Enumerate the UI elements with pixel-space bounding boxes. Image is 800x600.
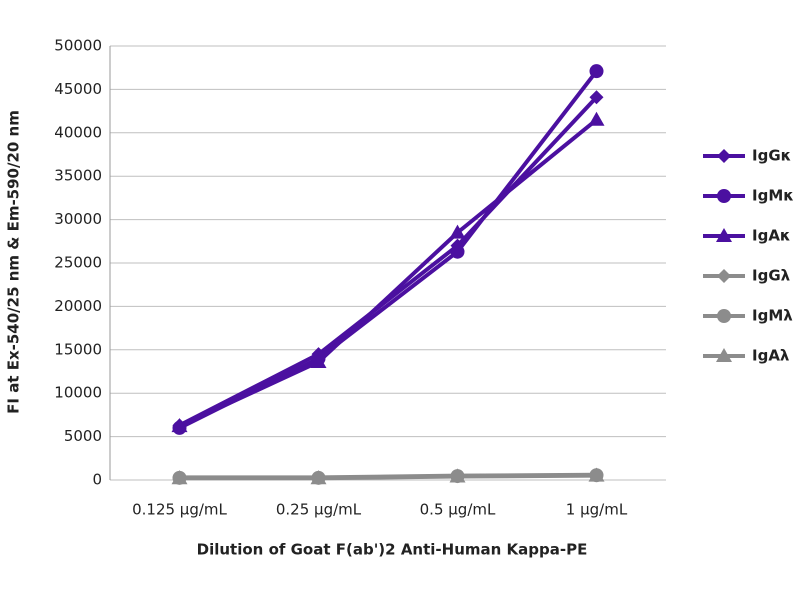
x-tick-label: 1 µg/mL bbox=[566, 501, 628, 519]
y-tick-label: 20000 bbox=[54, 297, 102, 315]
x-tick-label: 0.125 µg/mL bbox=[132, 501, 227, 519]
y-tick-label: 5000 bbox=[64, 427, 102, 445]
y-tick-label: 45000 bbox=[54, 80, 102, 98]
data-point bbox=[589, 90, 604, 105]
y-tick-label: 35000 bbox=[54, 167, 102, 185]
series-line bbox=[178, 69, 599, 430]
legend-label: IgMλ bbox=[752, 307, 793, 325]
data-point bbox=[449, 224, 466, 239]
data-point bbox=[449, 468, 466, 483]
y-tick-label: 0 bbox=[92, 471, 102, 489]
legend-marker bbox=[716, 348, 732, 362]
data-point bbox=[310, 470, 327, 485]
x-tick-label: 0.25 µg/mL bbox=[276, 501, 362, 519]
y-axis-label: FI at Ex-540/25 nm & Em-590/20 nm bbox=[5, 110, 23, 414]
data-point bbox=[588, 111, 605, 126]
data-point bbox=[171, 470, 188, 485]
legend-label: IgAλ bbox=[752, 347, 790, 365]
y-tick-label: 30000 bbox=[54, 210, 102, 228]
data-point bbox=[310, 353, 327, 368]
series-line bbox=[178, 118, 598, 428]
legend-label: IgGκ bbox=[752, 147, 791, 165]
x-axis-label: Dilution of Goat F(ab')2 Anti-Human Kapp… bbox=[197, 541, 588, 559]
y-tick-label: 15000 bbox=[54, 340, 102, 358]
data-point bbox=[589, 64, 604, 79]
y-tick-label: 10000 bbox=[54, 384, 102, 402]
data-point bbox=[450, 244, 465, 259]
y-tick-label: 50000 bbox=[54, 37, 102, 55]
series-line bbox=[178, 95, 598, 428]
legend-label: IgMκ bbox=[752, 187, 794, 205]
series-line bbox=[179, 473, 597, 481]
legend-marker bbox=[717, 269, 731, 283]
legend-marker bbox=[717, 189, 731, 203]
y-tick-label: 25000 bbox=[54, 254, 102, 272]
legend-label: IgGλ bbox=[752, 267, 791, 285]
legend-marker bbox=[717, 309, 731, 323]
data-point bbox=[171, 418, 188, 433]
legend-marker bbox=[717, 149, 731, 163]
x-tick-label: 0.5 µg/mL bbox=[420, 501, 496, 519]
data-point bbox=[588, 467, 605, 482]
y-tick-label: 40000 bbox=[54, 123, 102, 141]
legend-marker bbox=[716, 228, 732, 242]
legend-label: IgAκ bbox=[752, 227, 791, 245]
